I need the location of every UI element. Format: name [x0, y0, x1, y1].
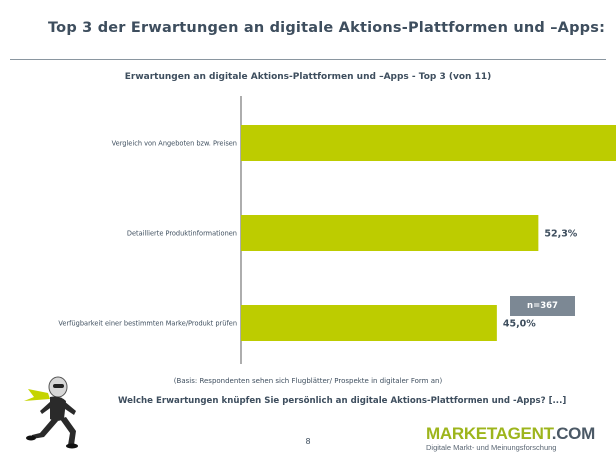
marketagent-logo: MARKETAGENT.COM Digitale Markt- und Mein… — [426, 425, 595, 452]
bar — [241, 215, 539, 251]
logo-brand-main: MARKETAGENT — [426, 424, 552, 443]
bar-chart: Vergleich von Angeboten bzw. Preisen66,5… — [58, 96, 616, 364]
category-label: Vergleich von Angeboten bzw. Preisen — [112, 140, 237, 148]
sample-size-badge: n=367 — [510, 296, 575, 316]
logo-brand-suffix: .COM — [551, 424, 595, 443]
value-label: 45,0% — [503, 319, 536, 330]
category-label: Detaillierte Produktinformationen — [127, 230, 237, 238]
category-label: Verfügbarkeit einer bestimmten Marke/Pro… — [58, 320, 237, 328]
title-divider — [10, 59, 606, 60]
running-agent-mascot-icon — [24, 376, 78, 449]
page-title: Top 3 der Erwartungen an digitale Aktion… — [48, 20, 606, 36]
chart-title: Erwartungen an digitale Aktions-Plattfor… — [124, 72, 492, 82]
survey-question: Welche Erwartungen knüpfen Sie persönlic… — [118, 396, 567, 406]
basis-note: (Basis: Respondenten sehen sich Flugblät… — [173, 377, 443, 385]
page-number: 8 — [305, 437, 311, 446]
bar — [241, 305, 497, 341]
value-label: 52,3% — [544, 229, 577, 240]
logo-tagline: Digitale Markt- und Meinungsforschung — [426, 443, 557, 452]
bar — [241, 125, 616, 161]
